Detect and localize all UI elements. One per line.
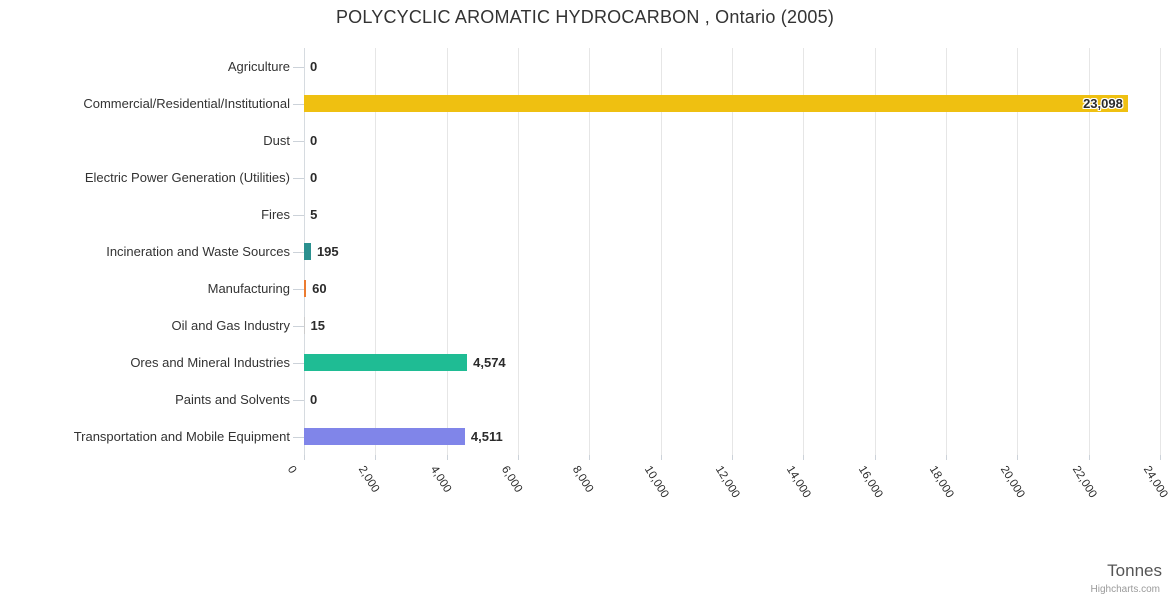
gridline (446, 48, 448, 455)
category-label: Ores and Mineral Industries (130, 354, 290, 370)
x-axis-tick (589, 455, 591, 460)
x-axis-tick-label: 18,000 (926, 464, 956, 501)
value-label: 4,574 (473, 354, 506, 370)
value-label: 23,098 (1083, 95, 1123, 111)
x-axis-tick (946, 455, 947, 460)
gridline (1160, 48, 1161, 455)
chart-title: POLYCYCLIC AROMATIC HYDROCARBON , Ontari… (335, 7, 835, 27)
gridline (589, 48, 591, 455)
x-axis-tick (375, 455, 377, 460)
category-tick (293, 399, 304, 401)
category-label: Oil and Gas Industry (171, 317, 291, 333)
x-axis-tick-label: 22,000 (1069, 464, 1099, 501)
gridline (874, 48, 876, 455)
x-axis-tick-label: 8,000 (570, 464, 596, 495)
gridline (375, 48, 377, 455)
category-tick (293, 436, 304, 438)
value-label: 5 (310, 206, 318, 222)
gridline (946, 48, 947, 455)
bar[interactable] (304, 280, 307, 297)
x-axis-tick (803, 455, 805, 460)
category-tick (293, 140, 304, 142)
x-axis-tick (518, 455, 519, 460)
x-axis-tick (660, 455, 662, 460)
category-label: Commercial/Residential/Institutional (83, 95, 290, 111)
gridline (732, 48, 733, 455)
x-axis-tick-label: 2,000 (356, 464, 382, 495)
gridline (803, 48, 805, 455)
x-axis-tick-label: 20,000 (998, 464, 1027, 501)
x-axis-tick-label: 12,000 (712, 464, 742, 501)
x-axis-title: Tonnes (1107, 561, 1162, 580)
x-axis-tick-label: 24,000 (1140, 464, 1170, 501)
category-label: Electric Power Generation (Utilities) (84, 169, 290, 185)
category-tick (293, 66, 304, 68)
gridline (1017, 48, 1019, 455)
category-tick (293, 103, 304, 105)
x-axis-tick (1017, 455, 1019, 460)
value-label: 0 (310, 391, 318, 407)
x-axis-tick-label: 16,000 (855, 464, 885, 501)
value-label: 0 (310, 169, 318, 185)
bar[interactable] (304, 354, 468, 371)
gridline (660, 48, 662, 455)
category-tick (293, 251, 304, 253)
x-axis-tick-label: 10,000 (641, 464, 671, 501)
category-label: Dust (263, 132, 290, 148)
category-tick (293, 362, 304, 364)
category-label: Paints and Solvents (175, 391, 290, 407)
category-tick (293, 325, 304, 327)
value-label: 195 (316, 243, 339, 259)
category-tick (293, 214, 304, 216)
highcharts-credit-link[interactable]: Highcharts.com (1090, 584, 1160, 595)
category-label: Manufacturing (207, 280, 290, 296)
bar[interactable] (304, 95, 1128, 112)
category-label: Incineration and Waste Sources (106, 243, 290, 259)
x-axis-tick (1088, 455, 1090, 460)
gridline (518, 48, 519, 455)
gridline (1088, 48, 1090, 455)
bar[interactable] (304, 317, 305, 334)
x-axis-tick (446, 455, 448, 460)
bar[interactable] (304, 428, 465, 445)
category-label: Transportation and Mobile Equipment (73, 428, 290, 444)
x-axis-tick-label: 4,000 (427, 464, 453, 495)
x-axis-tick (874, 455, 876, 460)
value-label: 60 (312, 280, 327, 296)
x-axis-tick (732, 455, 733, 460)
bar[interactable] (304, 243, 311, 260)
x-axis-tick-label: 6,000 (498, 464, 525, 495)
category-label: Agriculture (227, 58, 290, 74)
x-axis-tick (1160, 455, 1161, 460)
category-label: Fires (261, 206, 290, 222)
x-axis-tick (304, 455, 305, 460)
x-axis-tick-label: 14,000 (784, 464, 813, 501)
category-tick (293, 288, 304, 290)
category-tick (293, 177, 304, 179)
value-label: 15 (310, 317, 325, 333)
x-axis-tick-label: 0 (284, 464, 299, 476)
value-label: 4,511 (470, 428, 503, 444)
value-label: 0 (310, 58, 318, 74)
value-label: 0 (310, 132, 318, 148)
